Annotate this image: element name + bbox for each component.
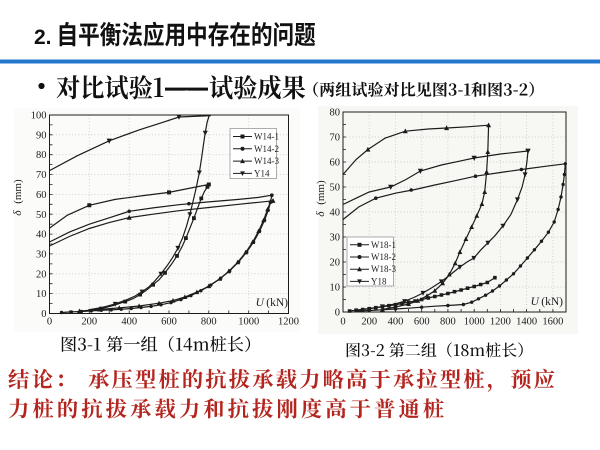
svg-text:400: 400 [388, 317, 404, 328]
svg-text:30: 30 [330, 233, 341, 244]
svg-text:200: 200 [81, 317, 97, 328]
svg-text:50: 50 [330, 183, 341, 194]
svg-text:(mm): (mm) [315, 180, 327, 207]
svg-text:1200: 1200 [490, 317, 511, 328]
svg-text:1000: 1000 [238, 317, 259, 328]
svg-text:600: 600 [161, 317, 177, 328]
svg-text:90: 90 [36, 130, 47, 141]
svg-text:200: 200 [361, 317, 377, 328]
svg-text:Y14: Y14 [254, 168, 270, 178]
svg-text:δ: δ [12, 210, 24, 216]
svg-text:800: 800 [201, 317, 217, 328]
svg-text:20: 20 [36, 269, 47, 280]
svg-text:600: 600 [414, 317, 430, 328]
svg-text:1200: 1200 [278, 317, 299, 328]
svg-text:10: 10 [36, 289, 47, 300]
svg-text:100: 100 [31, 111, 47, 122]
svg-text:80: 80 [36, 150, 47, 161]
svg-text:W18-2: W18-2 [371, 252, 396, 262]
svg-text:60: 60 [36, 190, 47, 201]
svg-text:Y18: Y18 [371, 276, 387, 286]
svg-text:0: 0 [41, 309, 46, 320]
svg-text:0: 0 [335, 308, 340, 319]
svg-text:U (kN): U (kN) [531, 296, 563, 308]
svg-text:W14-2: W14-2 [254, 144, 279, 154]
svg-text:1000: 1000 [464, 317, 485, 328]
svg-text:60: 60 [330, 158, 341, 169]
svg-text:70: 70 [36, 170, 47, 181]
svg-text:10: 10 [330, 283, 341, 294]
svg-text:800: 800 [440, 317, 456, 328]
svg-text:2.: 2. [34, 26, 52, 49]
svg-text:1600: 1600 [542, 317, 563, 328]
svg-text:1400: 1400 [516, 317, 537, 328]
svg-text:δ: δ [315, 211, 327, 217]
svg-text:30: 30 [36, 249, 47, 260]
svg-text:40: 40 [330, 208, 341, 219]
svg-text:(mm): (mm) [12, 179, 24, 206]
svg-text:40: 40 [36, 230, 47, 241]
svg-text:0: 0 [47, 317, 52, 328]
svg-text:50: 50 [36, 210, 47, 221]
svg-text:W14-1: W14-1 [254, 132, 279, 142]
svg-text:W18-1: W18-1 [371, 240, 396, 250]
svg-text:W18-3: W18-3 [371, 264, 396, 274]
svg-text:400: 400 [121, 317, 137, 328]
svg-text:W14-3: W14-3 [254, 156, 279, 166]
svg-text:80: 80 [330, 108, 341, 119]
svg-text:0: 0 [340, 317, 345, 328]
svg-text:U (kN): U (kN) [256, 297, 288, 309]
svg-text:20: 20 [330, 258, 341, 269]
svg-text:70: 70 [330, 133, 341, 144]
